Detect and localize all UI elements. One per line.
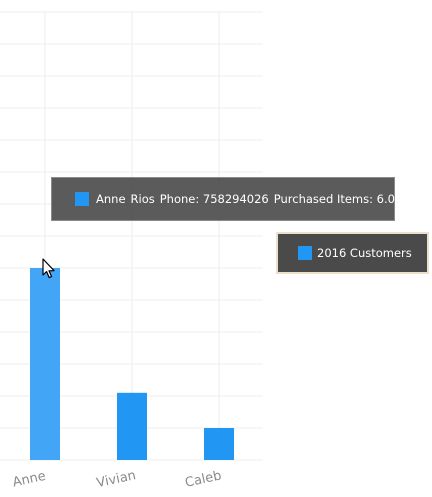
x-tick-label: Vivian xyxy=(95,468,137,491)
x-tick-label: Caleb xyxy=(184,468,223,490)
tooltip-phone: Phone: 758294026 xyxy=(159,192,269,206)
bar-anne[interactable] xyxy=(30,268,60,460)
bar-vivian[interactable] xyxy=(117,392,147,460)
chart-legend[interactable]: 2016 Customers xyxy=(276,232,429,274)
arrow-pointer-icon xyxy=(42,258,55,279)
legend-label: 2016 Customers xyxy=(317,246,412,260)
tooltip-purchased: Purchased Items: 6.00 xyxy=(273,192,403,206)
tooltip-surname: Rios xyxy=(130,192,155,206)
tooltip-name: Anne xyxy=(96,192,126,206)
bar-caleb[interactable] xyxy=(204,428,234,460)
legend-swatch xyxy=(298,246,312,260)
data-tooltip: Anne Rios Phone: 758294026 Purchased Ite… xyxy=(51,177,402,221)
x-tick-label: Anne xyxy=(11,469,47,491)
tooltip-swatch xyxy=(75,192,89,206)
